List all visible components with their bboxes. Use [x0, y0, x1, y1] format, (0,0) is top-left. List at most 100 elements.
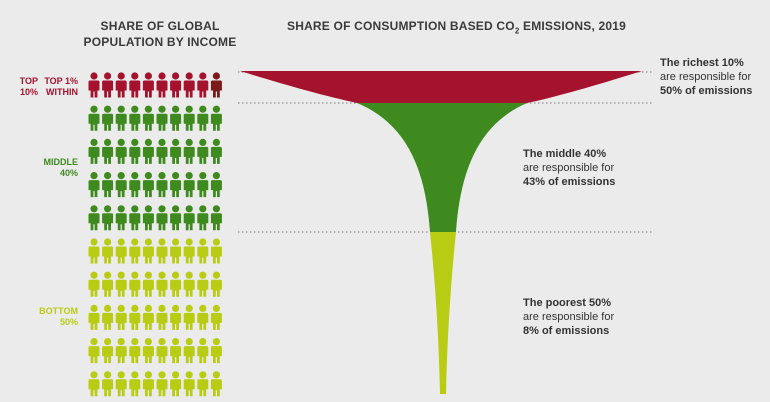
label-middle-line2: 40% [59, 168, 78, 178]
person-head [131, 271, 139, 279]
person-head [158, 238, 166, 246]
person-body [88, 80, 100, 98]
person-head [199, 271, 207, 279]
person-icon [210, 205, 222, 231]
person-icon [210, 105, 222, 131]
person-head [117, 238, 125, 246]
person-head [199, 172, 207, 180]
person-icon [156, 238, 168, 264]
person-head [90, 172, 98, 180]
person-icon [210, 304, 222, 330]
person-icon [129, 271, 141, 297]
person-icon [156, 72, 168, 98]
person-icon [156, 205, 168, 231]
label-top1-line2: WITHIN [46, 87, 78, 97]
person-icon [170, 138, 182, 164]
annotation-poorest-line3: 8% of emissions [523, 325, 610, 337]
person-head [104, 105, 112, 113]
person-body [142, 346, 154, 364]
person-icon [115, 238, 127, 264]
person-head [172, 172, 180, 180]
person-icon [142, 72, 154, 98]
person-icon [115, 172, 127, 198]
person-icon [142, 238, 154, 264]
person-head [212, 371, 220, 379]
person-body [210, 146, 222, 164]
person-head [90, 72, 98, 80]
person-head [199, 371, 207, 379]
person-icon [183, 304, 195, 330]
person-head [185, 271, 193, 279]
person-body [183, 346, 195, 364]
person-head [212, 138, 220, 146]
person-icon [115, 338, 127, 364]
person-head [185, 304, 193, 312]
person-body [102, 346, 114, 364]
person-body [197, 180, 209, 198]
person-head [104, 371, 112, 379]
person-body [115, 312, 127, 330]
person-head [199, 205, 207, 213]
person-body [88, 312, 100, 330]
person-body [129, 80, 141, 98]
person-icon [102, 338, 114, 364]
person-body [88, 279, 100, 297]
person-head [144, 72, 152, 80]
person-head [158, 338, 166, 346]
person-icon [129, 72, 141, 98]
emissions-title-prefix: SHARE OF CONSUMPTION BASED CO [287, 19, 515, 33]
person-body [197, 346, 209, 364]
person-head [144, 371, 152, 379]
person-icon [170, 172, 182, 198]
person-icon [156, 138, 168, 164]
person-head [131, 138, 139, 146]
person-head [158, 371, 166, 379]
person-head [117, 205, 125, 213]
person-head [104, 172, 112, 180]
population-title-line2: POPULATION BY INCOME [83, 35, 237, 49]
person-body [88, 346, 100, 364]
person-body [102, 379, 114, 397]
person-icon [210, 271, 222, 297]
person-icon [88, 371, 100, 397]
person-head [117, 271, 125, 279]
annotation-middle: The middle 40% are responsible for 43% o… [523, 147, 615, 189]
person-head [185, 172, 193, 180]
person-body [197, 146, 209, 164]
person-head [185, 105, 193, 113]
person-head [117, 304, 125, 312]
person-head [185, 72, 193, 80]
person-icon [197, 172, 209, 198]
person-icon [102, 304, 114, 330]
annotation-poorest-line2: are responsible for [523, 311, 615, 323]
person-body [170, 279, 182, 297]
person-head [90, 338, 98, 346]
person-body [183, 379, 195, 397]
person-icon [183, 138, 195, 164]
person-icon [115, 138, 127, 164]
person-head [144, 172, 152, 180]
person-body [115, 213, 127, 231]
person-head [158, 304, 166, 312]
person-body [156, 279, 168, 297]
person-icon [142, 205, 154, 231]
person-head [158, 172, 166, 180]
person-head [90, 138, 98, 146]
person-head [144, 338, 152, 346]
emissions-title-suffix: EMISSIONS, 2019 [519, 19, 627, 33]
person-icon [88, 338, 100, 364]
person-icon [210, 138, 222, 164]
person-body [210, 213, 222, 231]
person-icon [142, 338, 154, 364]
person-body [129, 279, 141, 297]
person-body [115, 246, 127, 264]
person-icon [142, 105, 154, 131]
person-body [142, 113, 154, 131]
person-head [172, 138, 180, 146]
person-body [88, 146, 100, 164]
person-body [170, 379, 182, 397]
person-body [102, 279, 114, 297]
person-body [129, 246, 141, 264]
person-body [197, 113, 209, 131]
